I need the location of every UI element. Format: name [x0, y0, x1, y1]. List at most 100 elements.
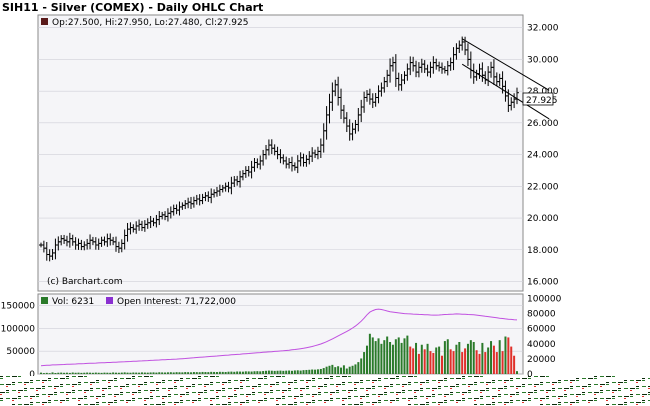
- volume-bar: [215, 372, 218, 374]
- volume-bar: [420, 344, 423, 374]
- open-interest-tick-label: 40000: [527, 340, 556, 350]
- volume-bar: [417, 353, 420, 374]
- volume-bar: [386, 336, 389, 374]
- volume-bar: [400, 342, 403, 374]
- volume-legend-text: Vol: 6231: [52, 297, 94, 307]
- volume-bar: [175, 372, 178, 374]
- volume-bar: [253, 371, 256, 374]
- volume-bar: [446, 339, 449, 374]
- volume-bar: [184, 372, 187, 374]
- volume-bar: [155, 372, 158, 374]
- volume-bar: [409, 346, 412, 374]
- volume-bar: [464, 348, 467, 374]
- volume-bar: [100, 372, 103, 374]
- volume-bar: [322, 368, 325, 374]
- volume-bar: [403, 338, 406, 374]
- volume-bar: [302, 370, 305, 374]
- volume-bar: [273, 370, 276, 374]
- volume-bar: [106, 372, 109, 374]
- volume-bar: [466, 343, 469, 374]
- volume-bar: [241, 371, 244, 374]
- volume-bar: [256, 371, 259, 374]
- volume-bar: [207, 372, 210, 374]
- volume-bar: [143, 372, 146, 374]
- open-interest-tick-label: 80000: [527, 310, 556, 320]
- volume-bar: [230, 371, 233, 374]
- current-price-label: 27.925: [526, 96, 558, 106]
- volume-bar: [348, 366, 351, 374]
- volume-bar: [368, 333, 371, 374]
- volume-bar: [164, 372, 167, 374]
- open-interest-tick-label: 60000: [527, 325, 556, 335]
- volume-bar: [94, 372, 97, 374]
- volume-bar: [213, 371, 216, 374]
- volume-bar: [135, 372, 138, 374]
- watermark: (c) Barchart.com: [47, 277, 123, 287]
- price-tick-label: 30.000: [527, 55, 559, 65]
- volume-bar: [181, 372, 184, 374]
- volume-tick-label: 50000: [6, 347, 35, 357]
- volume-bar: [233, 371, 236, 374]
- volume-bar: [140, 372, 143, 374]
- open-interest-tick-label: 20000: [527, 355, 556, 365]
- volume-bar: [123, 372, 126, 374]
- volume-bar: [161, 372, 164, 374]
- volume-bar: [380, 343, 383, 374]
- volume-bar: [187, 372, 190, 374]
- volume-bar: [351, 365, 354, 374]
- volume-bar: [169, 372, 172, 374]
- volume-tick-label: 0: [29, 370, 35, 380]
- price-tick-label: 24.000: [527, 151, 559, 161]
- volume-bar: [138, 372, 141, 374]
- ohlc-legend-text: Op:27.500, Hi:27.950, Lo:27.480, Cl:27.9…: [52, 18, 248, 28]
- volume-bar: [65, 372, 68, 374]
- volume-bar: [334, 367, 337, 374]
- volume-bar: [63, 372, 66, 374]
- volume-bar: [360, 358, 363, 374]
- volume-bar: [397, 337, 400, 374]
- volume-bar: [204, 372, 207, 374]
- volume-bar: [340, 367, 343, 374]
- volume-bar: [201, 371, 204, 374]
- volume-bar: [115, 372, 118, 374]
- volume-bar: [363, 352, 366, 374]
- chart-title: SIH11 - Silver (COMEX) - Daily OHLC Char…: [2, 1, 264, 14]
- trend-line-lower: [461, 63, 550, 120]
- volume-bar: [481, 342, 484, 374]
- volume-bar: [51, 372, 54, 374]
- volume-bar: [394, 339, 397, 374]
- volume-bar: [516, 371, 518, 374]
- volume-bar: [469, 340, 472, 374]
- volume-bar: [412, 348, 415, 374]
- volume-bar: [172, 372, 175, 374]
- volume-bar: [498, 340, 501, 374]
- volume-bar: [126, 372, 129, 374]
- volume-bar: [406, 335, 409, 374]
- volume-bar: [270, 370, 273, 374]
- volume-bar: [282, 370, 285, 374]
- volume-bar: [86, 372, 89, 374]
- volume-bar: [328, 365, 331, 374]
- volume-bar: [377, 338, 380, 374]
- volume-bar: [435, 347, 438, 374]
- volume-bar: [337, 366, 340, 374]
- volume-bar: [455, 344, 458, 374]
- volume-bar: [504, 336, 507, 374]
- volume-bar: [77, 372, 80, 374]
- volume-bar: [319, 368, 322, 374]
- volume-bar: [60, 372, 63, 374]
- volume-bar: [48, 373, 51, 374]
- volume-bar: [129, 372, 132, 374]
- volume-bar: [461, 352, 464, 374]
- volume-bar: [117, 372, 120, 374]
- volume-bar: [513, 355, 516, 374]
- volume-bar: [475, 350, 478, 374]
- volume-bar: [293, 370, 296, 374]
- volume-bar: [354, 364, 357, 374]
- volume-bar: [276, 370, 279, 374]
- volume-bar: [259, 371, 262, 374]
- volume-bar: [91, 372, 94, 374]
- volume-bar: [308, 369, 311, 374]
- volume-bar: [389, 342, 392, 374]
